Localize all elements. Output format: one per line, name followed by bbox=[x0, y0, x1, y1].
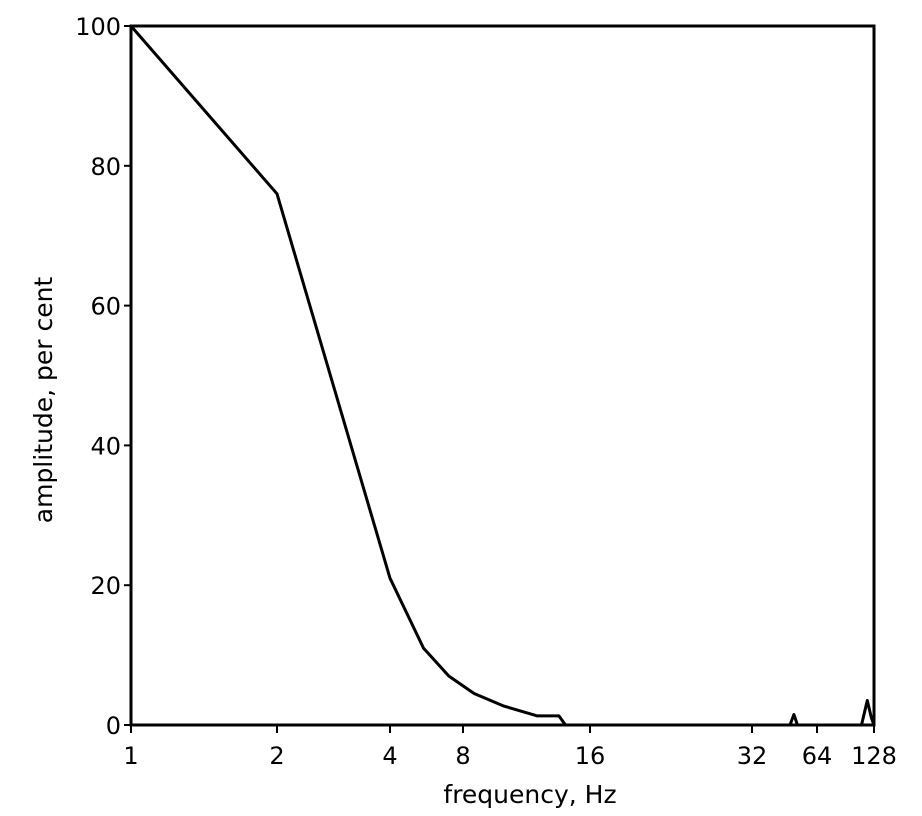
x-tick-label: 8 bbox=[455, 742, 470, 770]
y-tick-label: 40 bbox=[90, 432, 121, 460]
x-tick-label: 16 bbox=[575, 742, 606, 770]
y-tick-label: 100 bbox=[75, 13, 121, 41]
x-axis-ticks: 1 2 4 8 16 32 64 128 bbox=[123, 725, 897, 770]
y-axis-ticks: 0 20 40 60 80 100 bbox=[75, 13, 131, 740]
plot-frame bbox=[129, 24, 876, 727]
x-tick-label: 128 bbox=[851, 742, 897, 770]
x-axis-title: frequency, Hz bbox=[443, 780, 616, 809]
y-tick-label: 60 bbox=[90, 293, 121, 321]
x-tick-label: 64 bbox=[802, 742, 833, 770]
x-tick-label: 32 bbox=[737, 742, 768, 770]
x-tick-label: 1 bbox=[123, 742, 138, 770]
y-tick-label: 20 bbox=[90, 572, 121, 600]
y-axis-title: amplitude, per cent bbox=[29, 277, 58, 524]
x-tick-label: 2 bbox=[269, 742, 284, 770]
y-tick-label: 0 bbox=[106, 712, 121, 740]
amplitude-curve bbox=[129, 25, 876, 727]
x-tick-label: 4 bbox=[382, 742, 397, 770]
y-tick-label: 80 bbox=[90, 153, 121, 181]
